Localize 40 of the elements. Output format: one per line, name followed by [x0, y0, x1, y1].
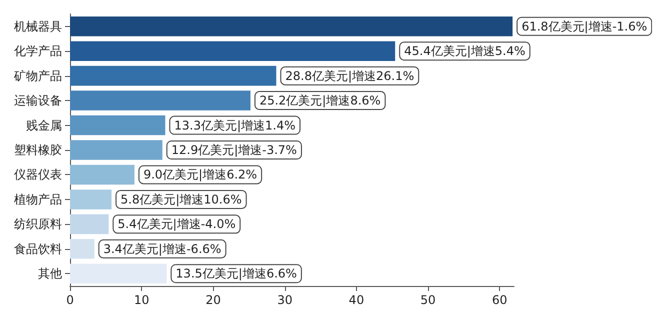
- bar: [70, 239, 94, 259]
- bar: [70, 66, 276, 86]
- y-tick-label: 塑料橡胶: [14, 143, 62, 157]
- x-tick-label: 0: [66, 293, 74, 307]
- bar: [70, 140, 162, 160]
- data-label: 12.9亿美元|增速-3.7%: [171, 143, 297, 157]
- data-label: 5.4亿美元|增速-4.0%: [118, 217, 236, 232]
- bar: [70, 41, 396, 61]
- y-tick-label: 运输设备: [14, 94, 62, 108]
- data-label: 25.2亿美元|增速8.6%: [259, 94, 381, 108]
- bar: [70, 264, 167, 284]
- data-label: 45.4亿美元|增速5.4%: [404, 44, 526, 58]
- data-label: 28.8亿美元|增速26.1%: [285, 68, 414, 83]
- x-tick-label: 10: [134, 293, 150, 307]
- bar: [70, 115, 166, 136]
- y-tick-label: 贱金属: [26, 118, 62, 132]
- y-tick-label: 纺织原料: [14, 217, 62, 232]
- bar: [70, 164, 134, 185]
- data-label: 5.8亿美元|增速10.6%: [120, 192, 242, 206]
- bar: [70, 16, 513, 36]
- y-tick-label: 食品饮料: [14, 242, 62, 256]
- x-tick-label: 50: [420, 293, 436, 307]
- y-tick-label: 植物产品: [14, 192, 62, 206]
- y-tick-label: 仪器仪表: [14, 168, 62, 182]
- y-tick-label: 其他: [38, 266, 62, 281]
- data-label: 61.8亿美元|增速-1.6%: [522, 19, 648, 34]
- bar: [70, 190, 112, 210]
- data-label: 3.4亿美元|增速-6.6%: [103, 242, 222, 256]
- y-tick-label: 机械器具: [14, 19, 62, 34]
- x-tick-label: 30: [277, 293, 292, 307]
- x-tick-label: 20: [206, 293, 221, 307]
- bar: [70, 90, 250, 110]
- y-tick-label: 化学产品: [14, 44, 62, 58]
- x-tick-label: 60: [492, 293, 508, 307]
- bar: [70, 214, 109, 234]
- data-label: 13.3亿美元|增速1.4%: [174, 118, 296, 132]
- y-tick-label: 矿物产品: [13, 68, 62, 83]
- data-label: 9.0亿美元|增速6.2%: [143, 168, 258, 182]
- x-tick-label: 40: [348, 293, 364, 307]
- data-label: 13.5亿美元|增速6.6%: [176, 266, 297, 281]
